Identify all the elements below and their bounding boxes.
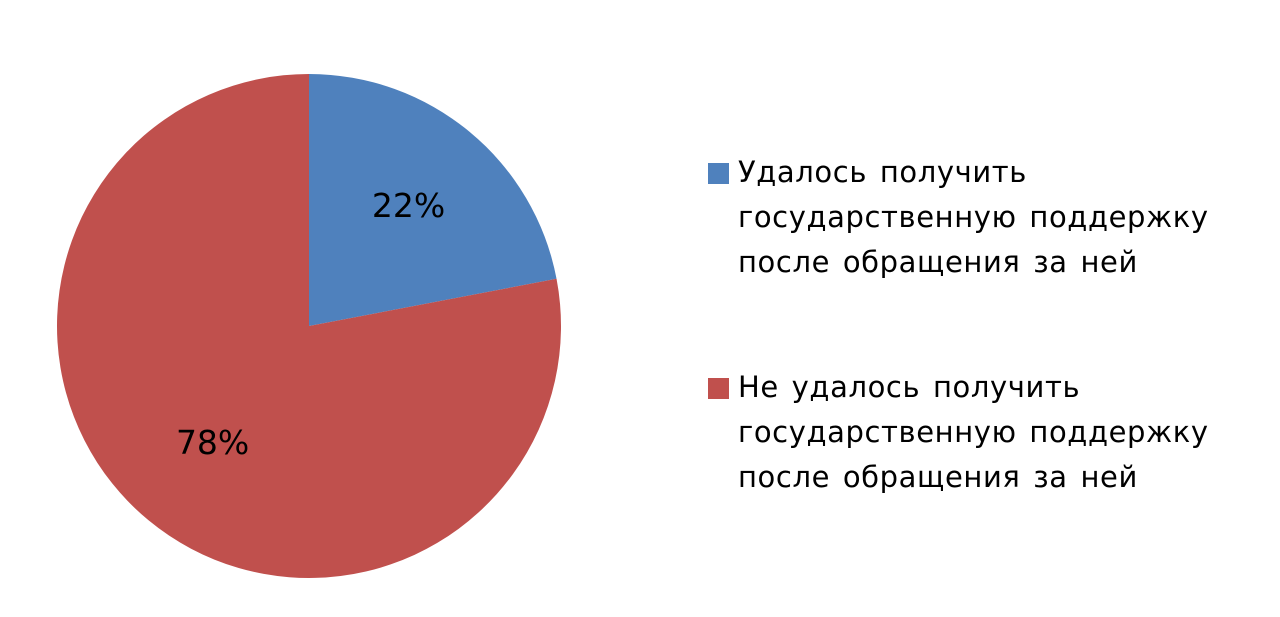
data-label-success: 22% (372, 186, 445, 225)
legend-label-success: Удалось получить государственную поддерж… (738, 155, 1209, 279)
chart-legend: Удалось получить государственную поддерж… (708, 150, 1228, 500)
pie-slice-failure (57, 73, 561, 578)
legend-item-success: Удалось получить государственную поддерж… (708, 150, 1228, 285)
legend-item-failure: Не удалось получить государственную подд… (708, 365, 1228, 500)
pie-plot-area: 22% 78% (57, 73, 561, 578)
legend-label-failure: Не удалось получить государственную подд… (738, 370, 1209, 494)
data-label-failure: 78% (176, 423, 249, 462)
pie-slice-success (309, 74, 557, 326)
legend-swatch-success (708, 163, 729, 184)
legend-swatch-failure (708, 378, 729, 399)
